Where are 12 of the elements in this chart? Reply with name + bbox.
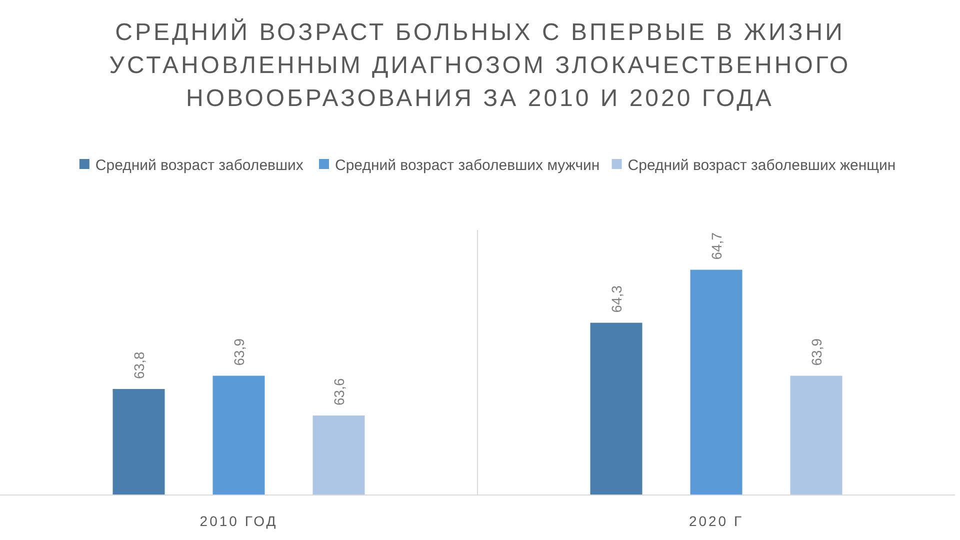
x-tick-label: 2010 ГОД — [200, 513, 278, 529]
data-label: 63,8 — [130, 352, 147, 379]
legend-label: Средний возраст заболевших — [95, 157, 304, 174]
data-label: 63,9 — [808, 338, 824, 366]
chart-title: СРЕДНИЙ ВОЗРАСТ БОЛЬНЫХ С ВПЕРВЫЕ В ЖИЗНИ УСТАНОВЛЕННЫМ ДИАГНОЗОМ ЗЛОКАЧЕСТВЕННОГО НОВООБРАЗОВАНИЯ ЗА 2010 И 2020 ГОДА — [109, 18, 851, 112]
data-label: 63,9 — [230, 338, 247, 366]
x-tick-label: 2020 Г — [688, 513, 744, 529]
legend-label: Средний возраст заболевших женщин — [628, 157, 896, 174]
data-label: 64,3 — [608, 285, 624, 313]
legend-label: Средний возраст заболевших мужчин — [335, 157, 600, 174]
data-label: 64,7 — [708, 232, 724, 260]
data-label: 63,6 — [330, 378, 347, 406]
